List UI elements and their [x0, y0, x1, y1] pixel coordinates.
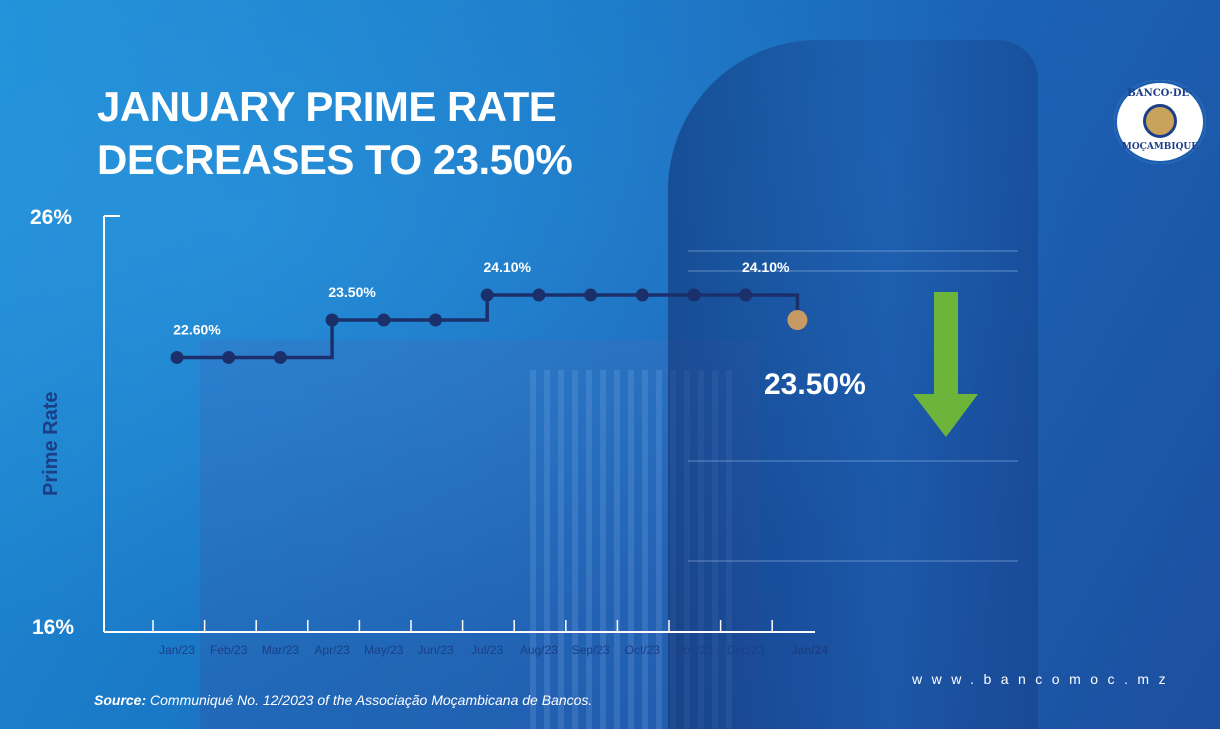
final-value-label: 23.50%	[764, 368, 866, 401]
data-point	[584, 288, 598, 302]
chart-labels: 22.60% 23.50% 24.10% 24.10%	[173, 259, 790, 337]
x-tick-label: Apr/23	[314, 643, 350, 657]
logo-emblem-icon	[1143, 104, 1177, 138]
down-arrow-shape	[913, 292, 978, 437]
website-link[interactable]: www.bancomoc.mz	[912, 671, 1176, 687]
source-label: Source:	[94, 692, 147, 708]
logo-bottom-text: MOÇAMBIQUE	[1121, 142, 1199, 152]
down-arrow-icon	[913, 292, 978, 437]
data-point	[635, 288, 649, 302]
data-point	[273, 350, 287, 364]
x-tick-label: Mar/23	[262, 643, 300, 657]
final-data-point	[787, 310, 808, 330]
x-tick-label: Jan/23	[159, 643, 195, 657]
x-tick-label: May/23	[364, 643, 404, 657]
x-tick-label: Jan/24	[791, 643, 829, 657]
page-title: JANUARY PRIME RATE DECREASES TO 23.50%	[97, 80, 657, 186]
x-tick-label: Feb/23	[210, 643, 248, 657]
x-tick-label: Sep/23	[572, 643, 610, 657]
data-point	[687, 288, 701, 302]
x-tick-label: Dec/23	[727, 643, 765, 657]
data-label: 24.10%	[742, 259, 790, 275]
data-label: 22.60%	[173, 321, 221, 337]
x-tick-label: Jun/23	[417, 643, 453, 657]
data-label: 23.50%	[328, 284, 376, 300]
logo-top-text: BANCO·DE·	[1127, 88, 1193, 99]
x-tick-label: Oct/23	[625, 643, 661, 657]
data-label: 24.10%	[483, 259, 531, 275]
data-point	[170, 350, 184, 364]
x-tick-label: Jul/23	[471, 643, 503, 657]
source-text: Communiqué No. 12/2023 of the Associação…	[150, 692, 593, 708]
y-tick-bottom: 16%	[32, 616, 75, 639]
y-tick-top: 26%	[30, 206, 73, 229]
series-line	[177, 293, 800, 360]
data-point	[377, 313, 391, 327]
banco-de-mocambique-logo: BANCO·DE· MOÇAMBIQUE	[1114, 80, 1206, 164]
chart-series	[170, 288, 808, 364]
data-point	[222, 350, 236, 364]
data-point	[480, 288, 494, 302]
data-point	[532, 288, 546, 302]
source-note: Source: Communiqué No. 12/2023 of the As…	[94, 692, 592, 708]
x-tick-label: Aug/23	[520, 643, 558, 657]
chart-axes: Jan/23 Feb/23 Mar/23 Apr/23 May/23 Jun/23 Jul/…	[103, 215, 829, 657]
data-point	[325, 313, 339, 327]
title-line-2: DECREASES TO 23.50%	[97, 136, 573, 183]
x-tick-label: Nov/23	[675, 643, 713, 657]
data-point	[429, 313, 442, 327]
data-point	[739, 288, 753, 302]
title-line-1: JANUARY PRIME RATE	[97, 83, 557, 130]
